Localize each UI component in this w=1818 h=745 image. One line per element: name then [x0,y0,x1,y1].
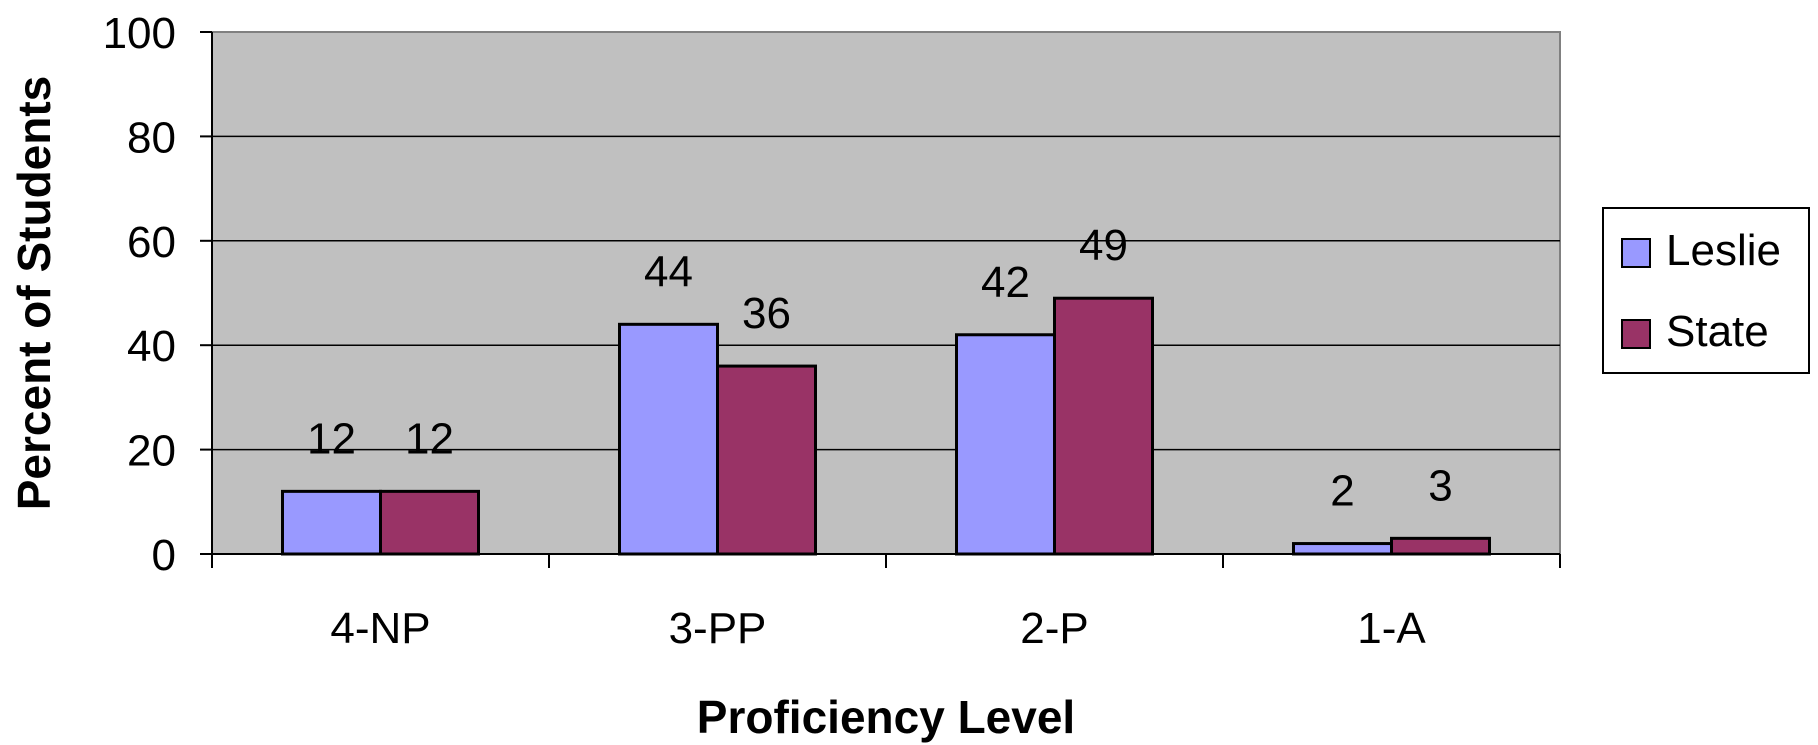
y-tick-label-20: 20 [127,427,176,476]
legend: Leslie State [1602,207,1810,374]
bar-state-2-P [1053,296,1154,556]
y-tick-label-100: 100 [103,9,176,58]
y-axis-ticks: 0 20 40 60 80 100 [103,9,212,580]
data-labels: 12 12 44 36 42 49 2 3 [307,221,1453,515]
y-tick-label-60: 60 [127,218,176,267]
bar-state-1-A [1390,536,1491,556]
data-label-state-1-A: 3 [1428,461,1452,510]
bar-state-3-PP [716,364,817,556]
bar-leslie-2-P [955,333,1056,556]
x-tick-label-3-PP: 3-PP [669,604,767,653]
x-tick-label-4-NP: 4-NP [330,604,430,653]
data-label-leslie-1-A: 2 [1330,467,1354,516]
bar-state-4-NP [379,489,480,556]
y-axis-title: Percent of Students [8,76,60,511]
plot-area [211,31,1561,555]
data-label-leslie-3-PP: 44 [644,247,693,296]
y-tick-label-40: 40 [127,322,176,371]
x-tick-label-1-A: 1-A [1357,604,1426,653]
data-label-state-2-P: 49 [1079,221,1128,270]
x-tick-label-2-P: 2-P [1020,604,1088,653]
x-axis-ticks: 4-NP 3-PP 2-P 1-A [211,554,1561,653]
bar-leslie-1-A [1292,542,1393,556]
data-label-leslie-4-NP: 12 [307,414,356,463]
data-label-state-3-PP: 36 [742,289,791,338]
gridlines [212,135,1560,451]
data-label-leslie-2-P: 42 [981,258,1030,307]
y-tick-label-80: 80 [127,113,176,162]
legend-swatch-state [1621,319,1651,349]
bar-leslie-4-NP [281,489,382,556]
x-axis-title: Proficiency Level [697,691,1075,743]
data-label-state-4-NP: 12 [405,414,454,463]
legend-swatch-leslie [1621,238,1651,268]
legend-label-state: State [1666,307,1769,356]
bar-leslie-3-PP [618,322,719,556]
y-tick-label-0: 0 [152,531,176,580]
legend-label-leslie: Leslie [1666,226,1781,275]
